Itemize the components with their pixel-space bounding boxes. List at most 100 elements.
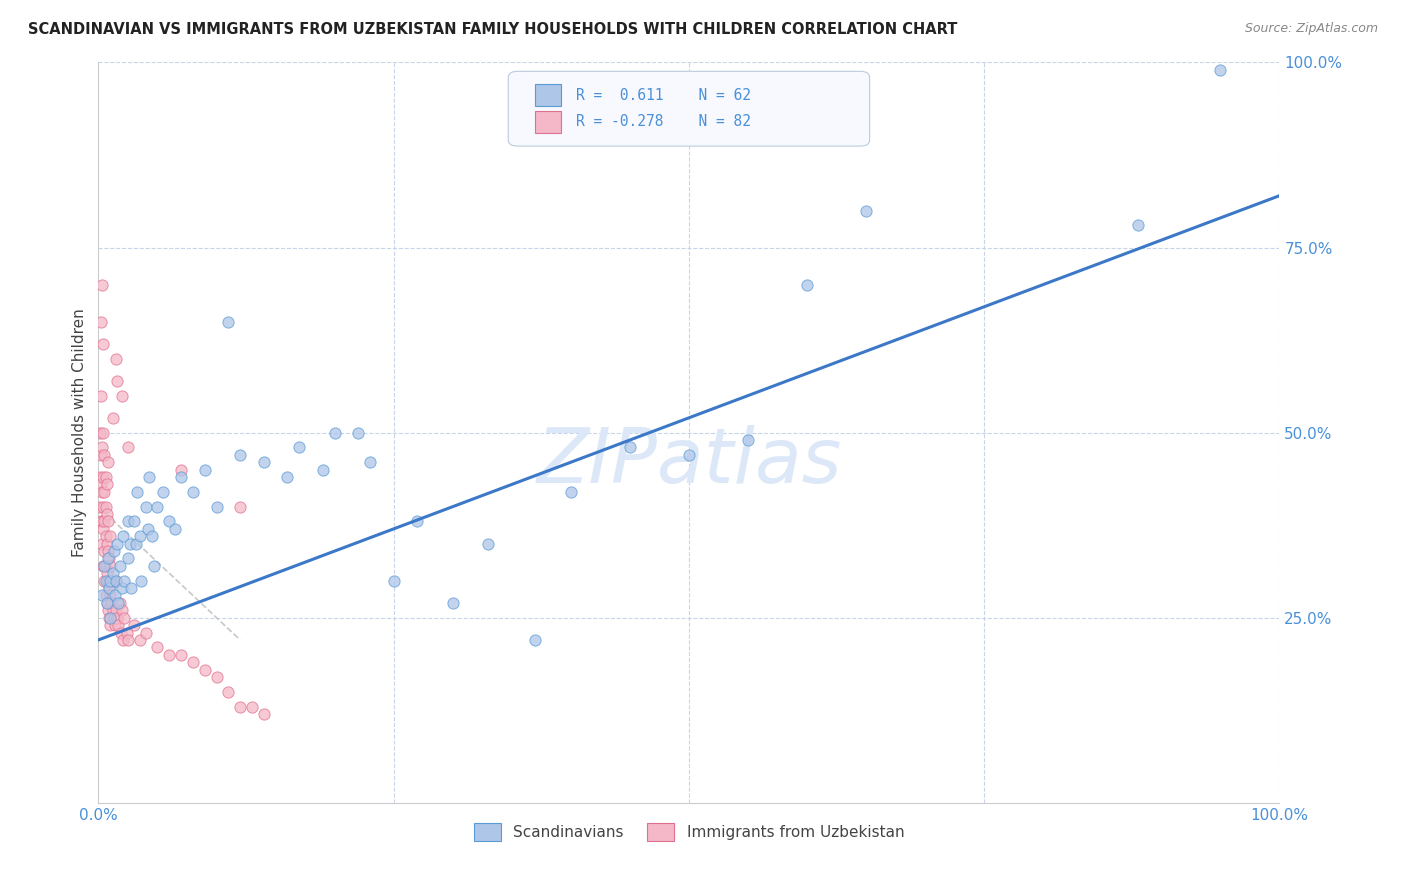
Point (288, 441, 311, 455)
Point (112, 610, 135, 624)
Point (157, 515, 180, 529)
Point (94, 529, 117, 543)
Point (107, 596, 129, 610)
Point (91, 441, 114, 455)
Point (1126, 219, 1149, 233)
Point (524, 632, 547, 647)
Point (117, 441, 139, 455)
Point (98, 581, 121, 595)
Point (94, 500, 117, 514)
Point (157, 648, 180, 662)
Point (737, 433, 759, 447)
Point (194, 663, 217, 677)
Point (97, 603, 120, 617)
Point (382, 574, 405, 588)
Point (146, 500, 169, 514)
Point (98, 589, 121, 603)
Point (138, 470, 160, 484)
Point (91, 500, 114, 514)
Point (98, 610, 121, 624)
Point (127, 484, 149, 499)
Point (103, 544, 125, 558)
Point (91, 425, 114, 440)
Point (93, 558, 115, 573)
Point (98, 574, 121, 588)
Point (1209, 62, 1232, 77)
Point (105, 610, 128, 624)
Point (91, 470, 114, 484)
Point (90, 314, 112, 328)
Point (104, 589, 127, 603)
Point (90, 448, 112, 462)
Point (136, 522, 159, 536)
Point (141, 529, 163, 543)
Point (91, 277, 114, 292)
Point (96, 477, 118, 491)
Point (170, 462, 193, 476)
Point (97, 455, 120, 469)
Text: R = -0.278    N = 82: R = -0.278 N = 82 (575, 114, 751, 129)
Point (93, 448, 115, 462)
Point (170, 470, 193, 484)
Point (347, 425, 370, 440)
Text: SCANDINAVIAN VS IMMIGRANTS FROM UZBEKISTAN FAMILY HOUSEHOLDS WITH CHILDREN CORRE: SCANDINAVIAN VS IMMIGRANTS FROM UZBEKIST… (28, 22, 957, 37)
Point (91, 336, 114, 351)
Point (96, 507, 118, 521)
Point (135, 500, 157, 514)
Point (91, 484, 114, 499)
Point (217, 685, 239, 699)
Point (112, 574, 135, 588)
Point (105, 351, 128, 366)
Point (89, 425, 111, 440)
Point (97, 515, 120, 529)
Point (89, 470, 111, 484)
Point (96, 566, 118, 581)
Point (276, 470, 298, 484)
Point (90, 515, 112, 529)
Point (91, 536, 114, 550)
Point (122, 618, 145, 632)
Point (796, 277, 818, 292)
Point (229, 699, 252, 714)
Point (96, 596, 118, 610)
Point (93, 515, 115, 529)
Point (205, 670, 228, 684)
Point (93, 484, 115, 499)
Point (105, 574, 128, 588)
Point (619, 441, 641, 455)
FancyBboxPatch shape (508, 71, 870, 146)
Point (97, 544, 120, 558)
Point (112, 632, 135, 647)
Point (108, 596, 131, 610)
Point (128, 529, 150, 543)
Point (441, 596, 464, 610)
Point (91, 589, 114, 603)
Point (229, 448, 252, 462)
Point (112, 529, 135, 543)
Point (89, 500, 111, 514)
Point (98, 529, 121, 543)
Point (93, 544, 115, 558)
Y-axis label: Family Households with Children: Family Households with Children (72, 309, 87, 557)
Text: ZIPatlas: ZIPatlas (536, 425, 842, 500)
Point (101, 603, 124, 617)
Point (125, 536, 148, 550)
Point (205, 500, 228, 514)
Point (90, 477, 112, 491)
Point (115, 625, 138, 640)
Point (100, 596, 122, 610)
Legend: Scandinavians, Immigrants from Uzbekistan: Scandinavians, Immigrants from Uzbekista… (468, 817, 910, 847)
Point (107, 618, 129, 632)
Point (135, 625, 157, 640)
Point (97, 551, 120, 566)
Point (181, 484, 204, 499)
Point (97, 574, 120, 588)
Bar (536, 111, 561, 133)
Point (181, 655, 204, 669)
Point (406, 515, 429, 529)
Point (312, 462, 335, 476)
Point (98, 581, 121, 595)
Bar (536, 84, 561, 106)
Point (117, 632, 139, 647)
Point (165, 522, 187, 536)
